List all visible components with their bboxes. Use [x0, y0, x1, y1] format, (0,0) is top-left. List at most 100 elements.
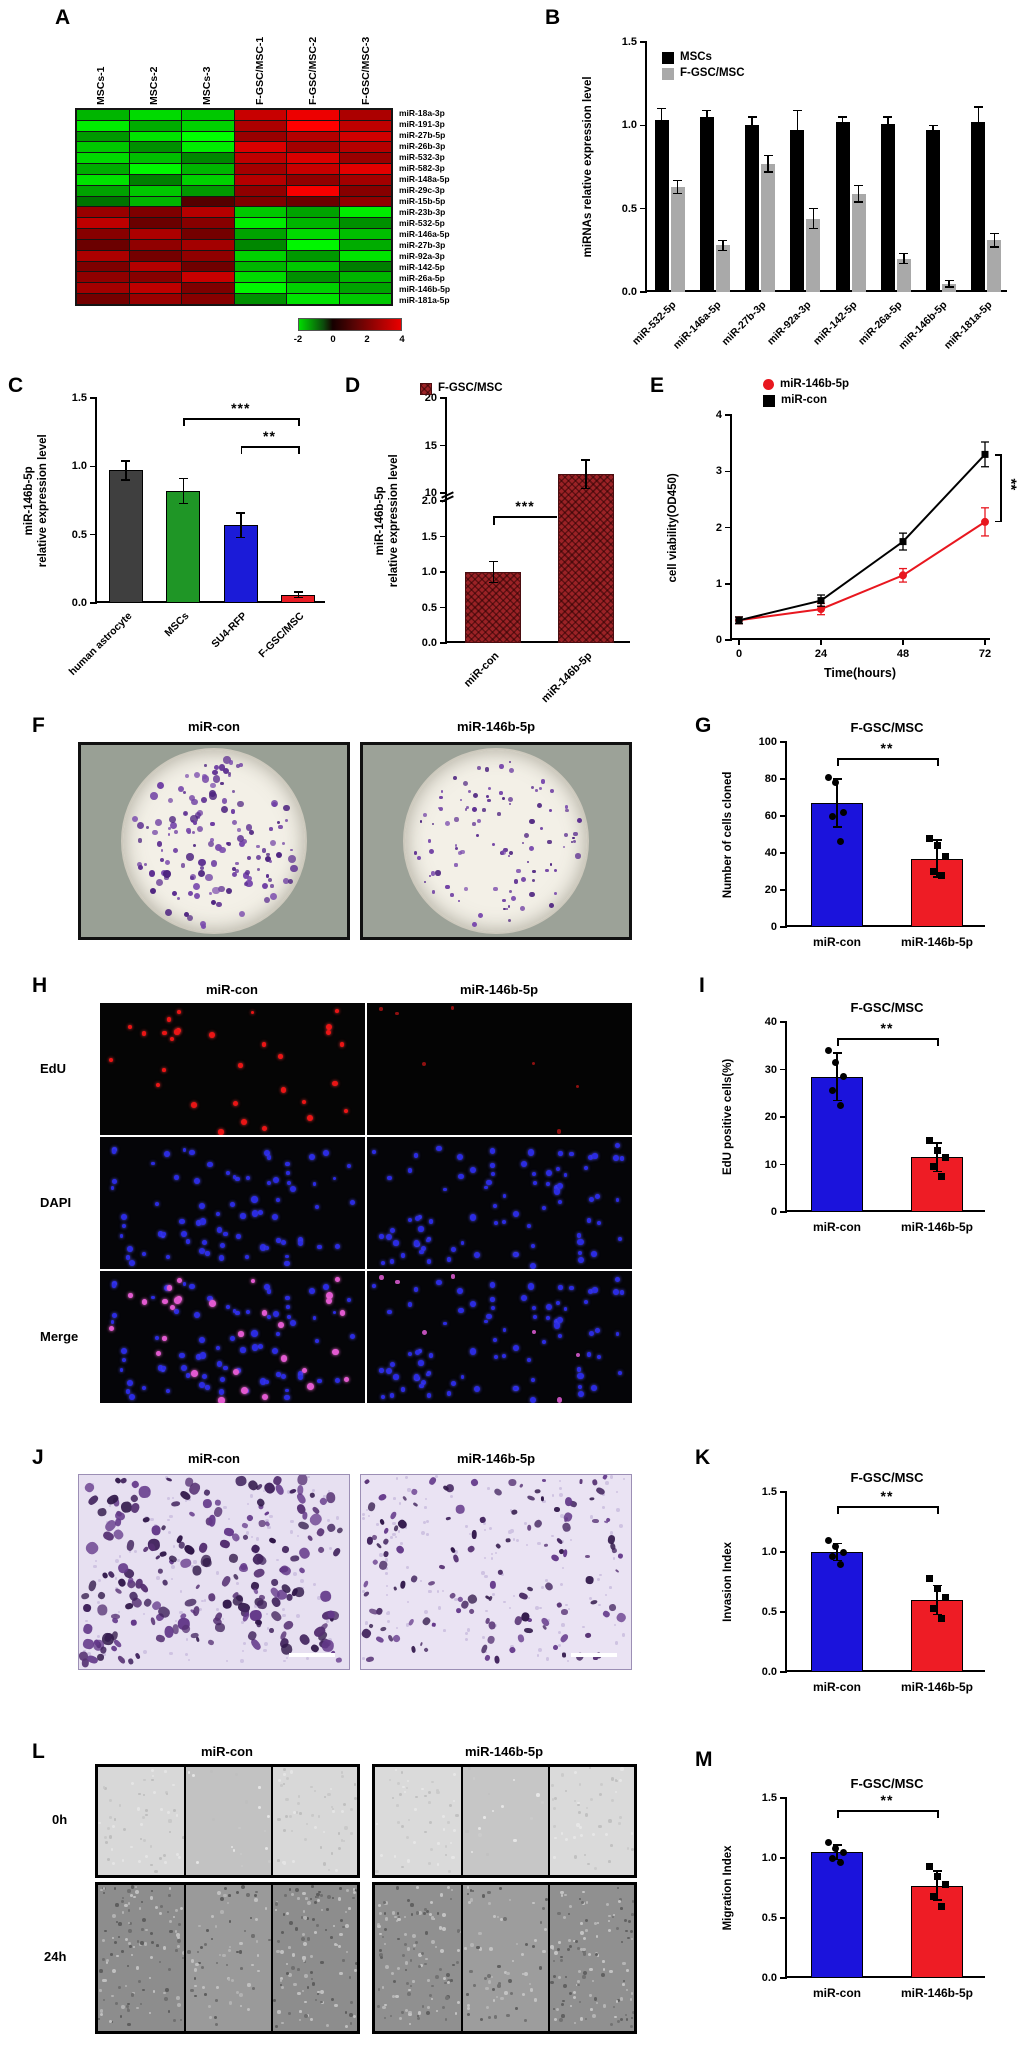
- colony: [235, 861, 239, 866]
- legend-swatch-icon: [763, 379, 774, 391]
- cell-speck: [277, 1817, 281, 1822]
- data-point: [836, 1560, 844, 1568]
- x-tick-label: 0: [735, 648, 743, 660]
- stained-cell: [469, 1477, 480, 1488]
- cell-speck: [179, 1590, 183, 1593]
- cell-speck: [326, 1907, 330, 1911]
- y-tick-mark: [780, 1797, 787, 1799]
- cell-speck: [272, 1999, 276, 2003]
- cell-speck: [102, 1978, 106, 1983]
- cell-speck: [168, 1887, 171, 1890]
- fluorescent-cell: [387, 1309, 392, 1314]
- colony: [281, 841, 285, 845]
- cell-speck: [330, 1852, 334, 1855]
- stained-cell: [412, 1501, 419, 1507]
- colony: [529, 845, 535, 851]
- cell-speck: [293, 1572, 298, 1576]
- colony: [508, 796, 514, 802]
- cell-speck: [148, 2012, 152, 2015]
- cell-speck: [595, 1952, 599, 1957]
- fluorescent-cell: [280, 1355, 288, 1362]
- fluorescent-cell: [577, 1384, 583, 1390]
- cell-speck: [447, 1980, 451, 1984]
- cell-speck: [340, 1809, 345, 1814]
- cell-speck: [281, 1930, 285, 1935]
- cell-speck: [408, 1819, 411, 1822]
- cell-speck: [622, 1983, 625, 1986]
- colony: [186, 915, 193, 922]
- cell-speck: [196, 1860, 200, 1865]
- fluorescent-cell: [178, 1352, 185, 1359]
- data-point: [824, 773, 832, 781]
- cell-speck: [333, 1925, 336, 1928]
- chart-title: F-GSC/MSC: [850, 1470, 924, 1485]
- error-bar-cap: [989, 232, 999, 235]
- cell-speck: [497, 1982, 501, 1986]
- cell-speck: [404, 1475, 409, 1480]
- colony: [198, 858, 206, 867]
- cell-speck: [322, 1831, 325, 1834]
- sig-label: ***: [231, 400, 251, 416]
- cell-speck: [595, 1935, 599, 1938]
- cell-speck: [342, 1839, 346, 1842]
- fluorescent-cell: [618, 1236, 623, 1241]
- stained-cell: [421, 1615, 432, 1626]
- cell-speck: [447, 1869, 451, 1873]
- cell-speck: [386, 1620, 390, 1624]
- cell-speck: [99, 1989, 102, 1992]
- cell-speck: [104, 1841, 108, 1845]
- stained-cell: [361, 1626, 372, 1639]
- fluorescent-cell: [141, 1385, 146, 1390]
- cell-speck: [246, 1531, 250, 1535]
- cell-speck: [577, 1802, 580, 1805]
- fluorescent-cell: [156, 1083, 161, 1088]
- cell-speck: [551, 1494, 554, 1497]
- cell-speck: [629, 1998, 633, 2001]
- stained-cell: [541, 1478, 546, 1483]
- stained-cell: [159, 1550, 168, 1558]
- stained-cell: [128, 1657, 135, 1665]
- cell-speck: [621, 1632, 626, 1637]
- heatmap-cell: [339, 142, 391, 153]
- colony: [202, 774, 207, 779]
- fluorescent-cell: [267, 1181, 272, 1186]
- heatmap-cell: [234, 196, 286, 207]
- fluorescent-cell: [185, 1239, 191, 1244]
- fluorescent-cell: [590, 1251, 597, 1257]
- cell-speck: [185, 1652, 189, 1656]
- cell-speck: [536, 1653, 540, 1657]
- cell-speck: [580, 1833, 584, 1837]
- cell-speck: [288, 1888, 292, 1891]
- fluorescent-cell: [380, 1260, 385, 1265]
- cell-speck: [339, 1933, 343, 1937]
- cell-speck: [352, 1896, 355, 1900]
- error-bar-cap: [883, 129, 893, 132]
- legend-swatch-icon: [763, 394, 775, 407]
- fluorescent-cell: [251, 1344, 258, 1351]
- stained-cell: [203, 1489, 212, 1498]
- cell-speck: [623, 1919, 627, 1923]
- cell-speck: [314, 1900, 318, 1904]
- cell-speck: [309, 1970, 313, 1975]
- heatmap-cell: [129, 207, 181, 218]
- error-bar-cap: [702, 122, 712, 125]
- cell-speck: [302, 1891, 306, 1896]
- colony: [239, 840, 246, 847]
- cell-speck: [574, 1770, 578, 1774]
- cell-speck: [109, 1835, 113, 1839]
- x-tick-label: miR-con: [813, 1986, 861, 2000]
- y-axis-label-line: miR-146b-5p: [374, 485, 387, 555]
- fluorescent-cell: [121, 1223, 127, 1228]
- cell-speck: [115, 1903, 119, 1907]
- y-tick-mark: [90, 465, 97, 468]
- cell-speck: [164, 1988, 169, 1993]
- cell-speck: [288, 1815, 292, 1819]
- fluorescent-cell: [165, 1255, 170, 1260]
- error-bar-cap: [973, 106, 983, 108]
- cell-speck: [337, 1896, 342, 1901]
- cell-speck: [102, 1786, 106, 1790]
- cell-speck: [162, 1946, 167, 1951]
- fluorescent-cell: [126, 1389, 131, 1394]
- cell-speck: [554, 2017, 558, 2021]
- fluorescent-cell: [287, 1315, 292, 1320]
